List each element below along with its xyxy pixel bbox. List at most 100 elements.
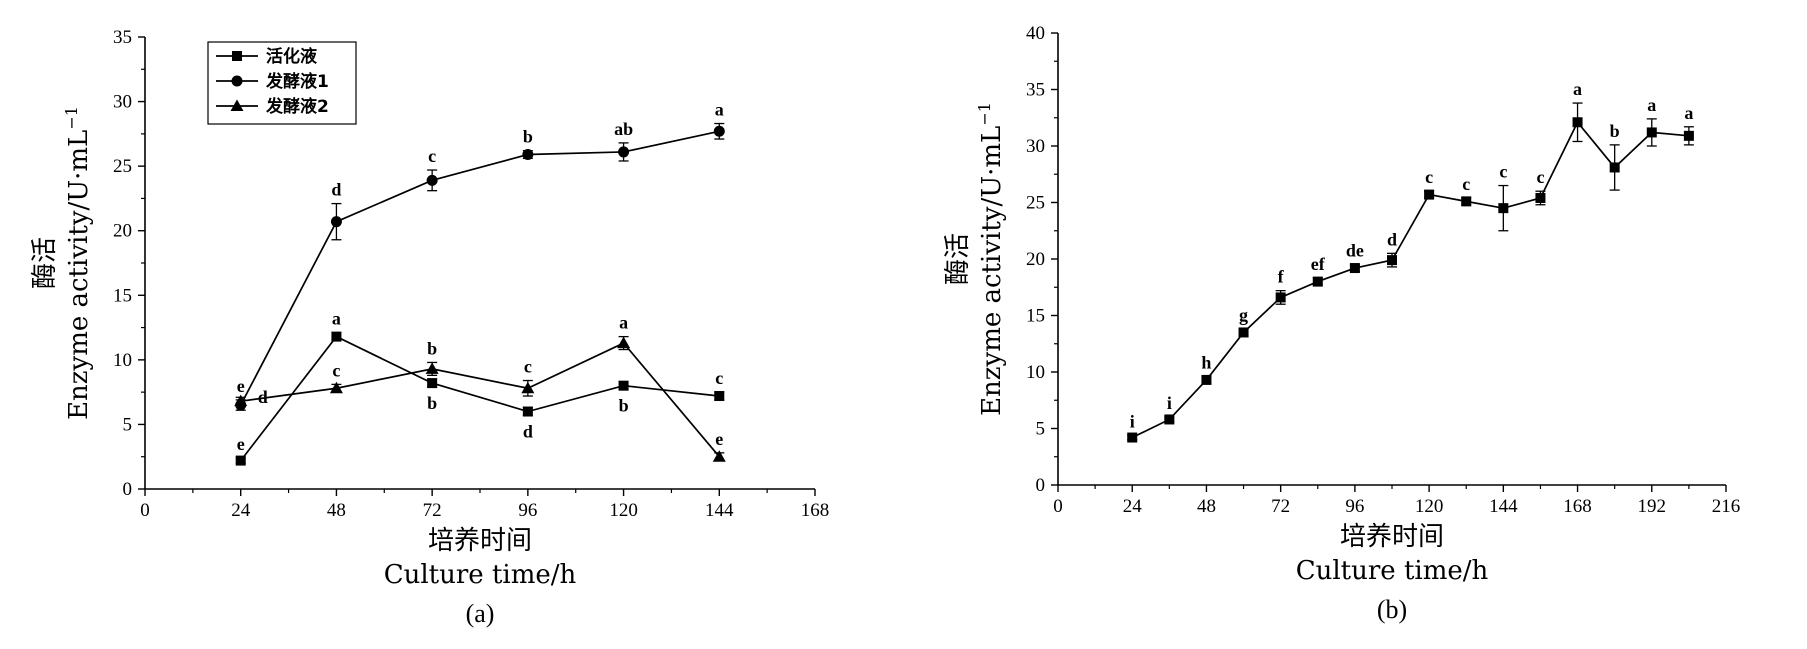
panel-b-y-tick-label: 10 bbox=[1026, 362, 1045, 383]
panel-a-y-tick-label: 5 bbox=[123, 414, 133, 435]
panel-b-x-tick-label: 120 bbox=[1415, 496, 1444, 517]
panel-b-x-tick-label: 0 bbox=[1053, 496, 1063, 517]
panel-b-data-point bbox=[1349, 263, 1360, 274]
panel-a-significance-label: b bbox=[427, 338, 437, 358]
panel-b-significance-label: a bbox=[1684, 103, 1693, 123]
legend-label: 发酵液2 bbox=[265, 96, 329, 117]
panel-b-significance-label: c bbox=[1425, 167, 1433, 187]
panel-a-data-point bbox=[618, 146, 630, 158]
panel-a-y-tick-label: 0 bbox=[123, 479, 133, 500]
panel-a-x-tick-label: 96 bbox=[518, 500, 537, 521]
panel-b-y-tick-label: 25 bbox=[1026, 193, 1045, 214]
panel-b-data-point bbox=[1683, 130, 1694, 141]
legend-label: 发酵液1 bbox=[265, 71, 329, 92]
panel-a-x-tick-label: 24 bbox=[231, 500, 251, 521]
panel-b-significance-label: c bbox=[1536, 167, 1544, 187]
panel-a-significance-label: d bbox=[523, 421, 533, 441]
legend-marker-triangle bbox=[230, 99, 244, 111]
panel-b-significance-label: ef bbox=[1311, 254, 1326, 274]
panel-a-data-point bbox=[234, 394, 248, 407]
panel-a-x-tick-label: 144 bbox=[705, 500, 734, 521]
panel-a-data-point bbox=[522, 149, 534, 161]
panel-b-y-tick-label: 30 bbox=[1026, 136, 1045, 157]
panel-a-panel-label: (a) bbox=[466, 599, 495, 628]
panel-a-x-tick-label: 168 bbox=[801, 500, 830, 521]
panel-a-significance-label: c bbox=[428, 146, 436, 166]
panel-b-significance-label: a bbox=[1647, 95, 1656, 115]
panel-a-significance-label: a bbox=[619, 313, 628, 333]
panel-a-significance-label: e bbox=[237, 434, 245, 454]
panel-b-y-tick-label: 0 bbox=[1036, 475, 1046, 496]
panel-b-significance-label: i bbox=[1130, 411, 1135, 431]
panel-b-data-point bbox=[1164, 414, 1175, 425]
panel-a-significance-label: d bbox=[258, 387, 268, 407]
panel-b-y-tick-label: 15 bbox=[1026, 306, 1045, 327]
panel-a-data-point bbox=[330, 216, 342, 228]
panel-b-x-tick-label: 24 bbox=[1123, 496, 1143, 517]
panel-b-significance-label: i bbox=[1167, 393, 1172, 413]
panel-b-data-point bbox=[1609, 162, 1620, 173]
panel-a-x-tick-label: 48 bbox=[327, 500, 346, 521]
panel-a-significance-label: a bbox=[332, 309, 341, 329]
panel-b-data-point bbox=[1424, 189, 1435, 200]
panel-a-y-tick-label: 10 bbox=[113, 350, 132, 371]
panel-b-data-point bbox=[1312, 276, 1323, 287]
panel-a-data-point bbox=[522, 406, 533, 417]
panel-a-y-tick-label: 20 bbox=[113, 221, 132, 242]
legend-marker-circle bbox=[231, 75, 243, 87]
panel-a-significance-label: d bbox=[331, 180, 341, 200]
panel-a-y-title: Enzyme activity/U·mL−1 bbox=[62, 106, 94, 420]
panel-a-data-point bbox=[331, 331, 342, 342]
panel-a-significance-label: e bbox=[237, 376, 245, 396]
panel-b-x-tick-label: 168 bbox=[1563, 496, 1592, 517]
panel-a-x-tick-label: 0 bbox=[140, 500, 150, 521]
panel-a-y-tick-label: 30 bbox=[113, 92, 132, 113]
panel-b-x-title-en: Culture time/h bbox=[1296, 556, 1489, 586]
panel-a-data-point bbox=[427, 378, 438, 389]
panel-a-data-point bbox=[426, 174, 438, 186]
panel-b-data-point bbox=[1275, 292, 1286, 303]
panel-b-significance-label: h bbox=[1201, 353, 1211, 373]
panel-a-data-point bbox=[714, 391, 725, 402]
panel-b-y-tick-label: 40 bbox=[1026, 23, 1045, 44]
panel-a-significance-label: c bbox=[715, 368, 723, 388]
panel-a-data-point bbox=[617, 336, 631, 349]
panel-a-data-point bbox=[425, 362, 439, 374]
panel-a-x-title-cn: 培养时间 bbox=[428, 526, 532, 556]
panel-b-significance-label: d bbox=[1387, 229, 1397, 249]
panel-a-data-point bbox=[712, 450, 726, 462]
panel-b-y-tick-label: 35 bbox=[1026, 80, 1045, 101]
panel-b-x-title-cn: 培养时间 bbox=[1340, 522, 1444, 552]
chart-panel-b: 0 24 48 72 96 120 144 168 192 216 0 5 10 15 20 25 30 35 40… bbox=[943, 23, 1740, 624]
panel-a-data-point bbox=[713, 125, 725, 137]
panel-a-significance-label: a bbox=[715, 100, 724, 120]
panel-a-significance-label: c bbox=[332, 360, 340, 380]
panel-b-data-point bbox=[1498, 203, 1509, 214]
panel-b-significance-label: b bbox=[1610, 121, 1620, 141]
panel-b-significance-label: de bbox=[1346, 241, 1364, 261]
panel-b-y-title-unit-exponent: −1 bbox=[975, 102, 994, 126]
panel-a-x-tick-label: 72 bbox=[423, 500, 442, 521]
panel-b-data-point bbox=[1387, 255, 1397, 266]
panel-a-y-title-en: Enzyme activity/U·mL bbox=[64, 130, 94, 420]
panel-b-x-tick-label: 192 bbox=[1638, 496, 1667, 517]
panel-b-significance-label: f bbox=[1278, 267, 1285, 287]
panel-b-data-point bbox=[1646, 127, 1657, 138]
panel-a-data-point bbox=[329, 381, 343, 394]
panel-a-significance-label: c bbox=[524, 357, 532, 377]
panel-a-series-line-3 bbox=[240, 342, 720, 458]
panel-b-panel-label: (b) bbox=[1377, 595, 1407, 624]
panel-a-series-line-2 bbox=[239, 130, 720, 406]
panel-a-x-tick-label: 120 bbox=[609, 500, 638, 521]
panel-a-y-title-unit-exponent: −1 bbox=[62, 106, 81, 130]
panel-b-x-tick-label: 48 bbox=[1197, 496, 1216, 517]
panel-b-y-title: Enzyme activity/U·mL−1 bbox=[975, 102, 1007, 416]
chart-panel-a: 0 24 48 72 96 120 144 16805101520253035eabdbced… bbox=[30, 27, 829, 628]
panel-b-x-tick-label: 96 bbox=[1345, 496, 1364, 517]
panel-b-significance-label: c bbox=[1499, 162, 1507, 182]
panel-a-significance-label: b bbox=[523, 127, 533, 147]
legend-marker-square bbox=[232, 51, 242, 61]
panel-a-series-line-1 bbox=[240, 335, 720, 462]
